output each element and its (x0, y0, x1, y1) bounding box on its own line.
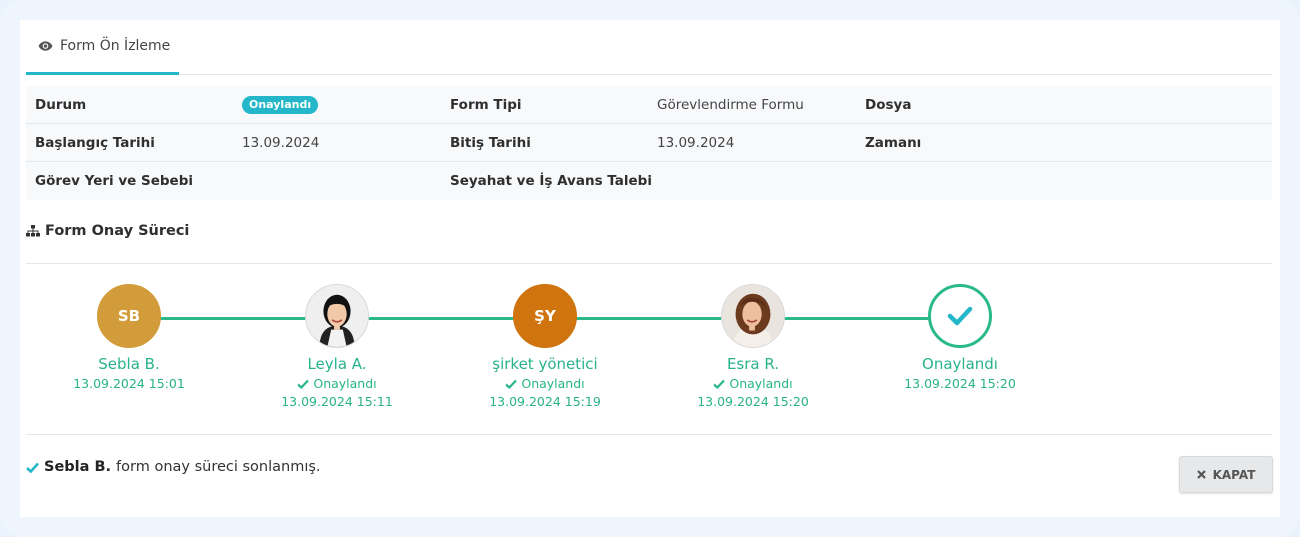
end-date-label: Bitiş Tarihi (450, 135, 531, 151)
info-row: Görev Yeri ve Sebebi Seyahat ve İş Avans… (26, 162, 1272, 200)
avatar (305, 284, 369, 348)
approval-process-header: Form Onay Süreci (26, 221, 189, 241)
divider (26, 434, 1272, 435)
timeline-step: Leyla A. Onaylandı 13.09.2024 15:11 (237, 284, 437, 409)
info-row: Başlangıç Tarihi 13.09.2024 Bitiş Tarihi… (26, 124, 1272, 162)
check-icon (26, 462, 39, 473)
duty-location-label: Görev Yeri ve Sebebi (35, 173, 193, 189)
status-badge: Onaylandı (242, 96, 319, 114)
timeline-step: ŞY şirket yönetici Onaylandı 13.09.2024 … (445, 284, 645, 409)
info-table: Durum Onaylandı Form Tipi Görevlendirme … (26, 86, 1272, 200)
step-status: Onaylandı (445, 376, 645, 391)
step-date: 13.09.2024 15:19 (489, 394, 601, 409)
divider (26, 263, 1272, 264)
step-date: 13.09.2024 15:20 (904, 376, 1016, 391)
step-name: Esra R. (726, 355, 780, 373)
avatar: SB (97, 284, 161, 348)
step-date: 13.09.2024 15:01 (73, 376, 185, 391)
step-name: şirket yönetici (492, 355, 598, 373)
avatar-initials: ŞY (534, 307, 556, 325)
timeline-step: Onaylandı 13.09.2024 15:20 (860, 284, 1060, 391)
end-date-value: 13.09.2024 (657, 135, 735, 151)
tab-label: Form Ön İzleme (60, 38, 171, 54)
check-icon (947, 306, 973, 326)
travel-advance-label: Seyahat ve İş Avans Talebi (450, 173, 652, 189)
step-name: Leyla A. (307, 355, 367, 373)
sitemap-icon (26, 225, 40, 237)
timeline-step: Esra R. Onaylandı 13.09.2024 15:20 (653, 284, 853, 409)
info-row: Durum Onaylandı Form Tipi Görevlendirme … (26, 86, 1272, 124)
completed-check-circle (928, 284, 992, 348)
step-name: Onaylandı (922, 355, 998, 373)
step-status-label: Onaylandı (521, 376, 585, 391)
woman-photo-icon (306, 285, 368, 347)
completion-message: Sebla B. form onay süreci sonlanmış. (26, 457, 321, 477)
step-date: 13.09.2024 15:11 (281, 394, 393, 409)
tab-bar: Form Ön İzleme (26, 20, 1272, 75)
check-icon (297, 379, 310, 389)
completion-text: form onay süreci sonlanmış. (116, 459, 321, 475)
tab-form-preview[interactable]: Form Ön İzleme (26, 20, 179, 75)
avatar (721, 284, 785, 348)
status-label: Durum (35, 97, 87, 113)
close-button-label: KAPAT (1212, 467, 1256, 482)
close-icon (1196, 470, 1206, 479)
step-name: Sebla B. (98, 355, 160, 373)
form-preview-panel: Form Ön İzleme Durum Onaylandı Form Tipi… (20, 20, 1280, 517)
woman-photo-icon (722, 285, 784, 347)
form-type-label: Form Tipi (450, 97, 522, 113)
check-icon (505, 379, 518, 389)
timeline-step: SB Sebla B. 13.09.2024 15:01 (29, 284, 229, 391)
close-button[interactable]: KAPAT (1179, 456, 1273, 493)
start-date-value: 13.09.2024 (242, 135, 320, 151)
completion-user: Sebla B. (44, 459, 112, 475)
eye-icon (38, 41, 53, 51)
step-status-label: Onaylandı (313, 376, 377, 391)
time-label: Zamanı (865, 135, 922, 151)
avatar: ŞY (513, 284, 577, 348)
process-title: Form Onay Süreci (45, 223, 190, 239)
step-status: Onaylandı (237, 376, 437, 391)
status-value: Onaylandı (242, 86, 319, 124)
file-label: Dosya (865, 97, 912, 113)
step-status: Onaylandı (653, 376, 853, 391)
step-status-label: Onaylandı (729, 376, 793, 391)
form-type-value: Görevlendirme Formu (657, 97, 804, 113)
avatar-initials: SB (117, 307, 141, 325)
start-date-label: Başlangıç Tarihi (35, 135, 155, 151)
step-date: 13.09.2024 15:20 (697, 394, 809, 409)
check-icon (713, 379, 726, 389)
